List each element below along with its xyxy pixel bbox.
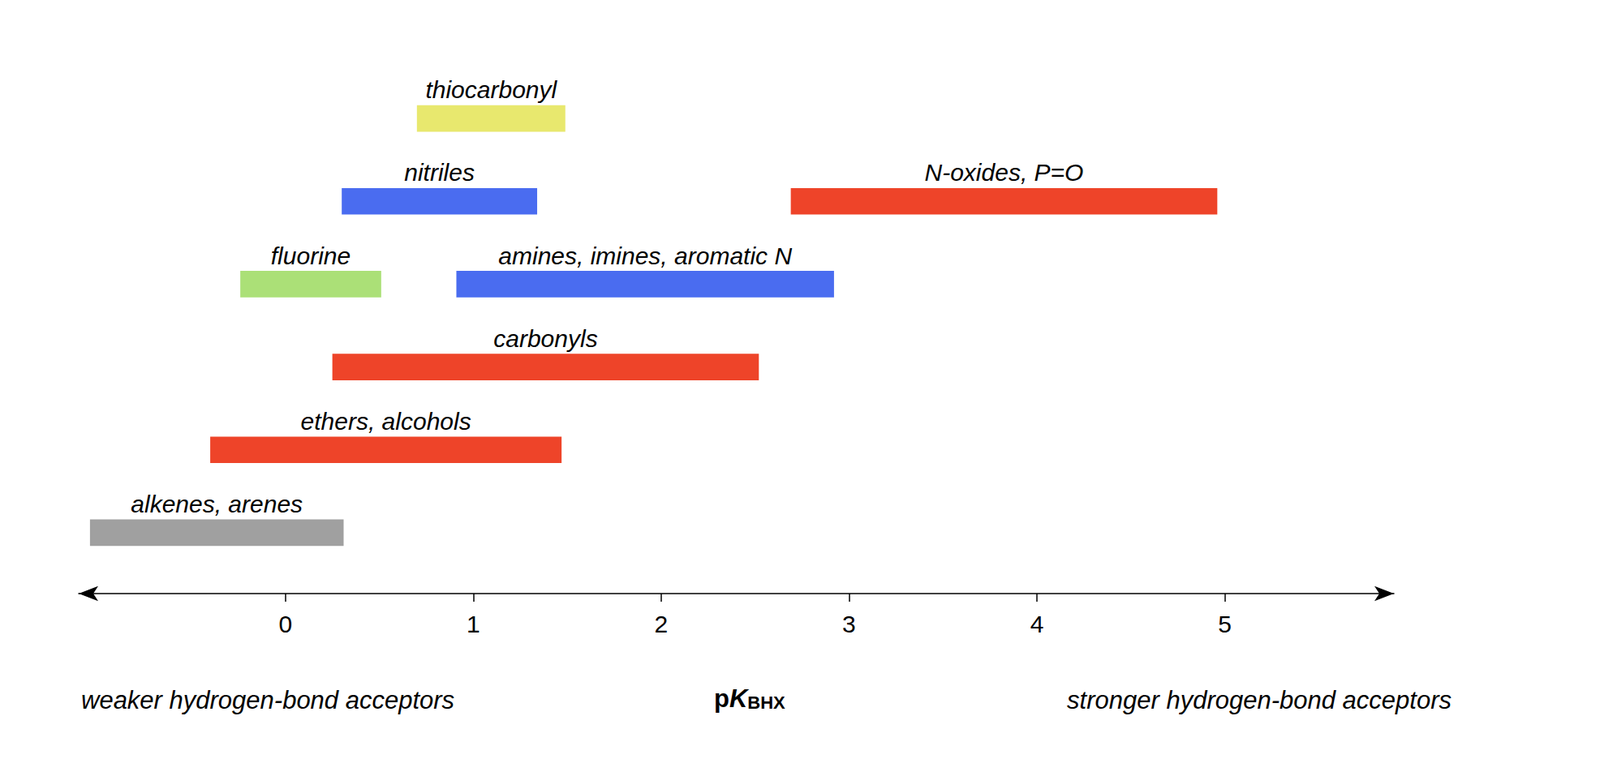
- svg-text:carbonyls: carbonyls: [493, 325, 598, 353]
- svg-text:K: K: [729, 684, 750, 714]
- svg-text:N-oxides, P=O: N-oxides, P=O: [924, 159, 1084, 186]
- svg-text:1: 1: [466, 610, 481, 638]
- svg-text:3: 3: [842, 610, 856, 638]
- svg-text:amines, imines, aromatic N: amines, imines, aromatic N: [498, 242, 792, 270]
- svg-text:4: 4: [1030, 610, 1045, 638]
- svg-text:weaker hydrogen-bond acceptors: weaker hydrogen-bond acceptors: [81, 686, 455, 715]
- svg-text:p: p: [713, 684, 730, 714]
- svg-text:fluorine: fluorine: [270, 242, 351, 270]
- svg-text:2: 2: [654, 610, 669, 638]
- svg-text:thiocarbonyl: thiocarbonyl: [425, 76, 558, 104]
- svg-text:5: 5: [1217, 610, 1232, 638]
- svg-text:BHX: BHX: [747, 692, 786, 714]
- svg-text:nitriles: nitriles: [404, 159, 475, 186]
- svg-text:0: 0: [278, 610, 293, 638]
- svg-text:stronger hydrogen-bond accepto: stronger hydrogen-bond acceptors: [1066, 686, 1452, 715]
- svg-text:ethers, alcohols: ethers, alcohols: [301, 408, 472, 435]
- svg-text:alkenes, arenes: alkenes, arenes: [130, 490, 303, 518]
